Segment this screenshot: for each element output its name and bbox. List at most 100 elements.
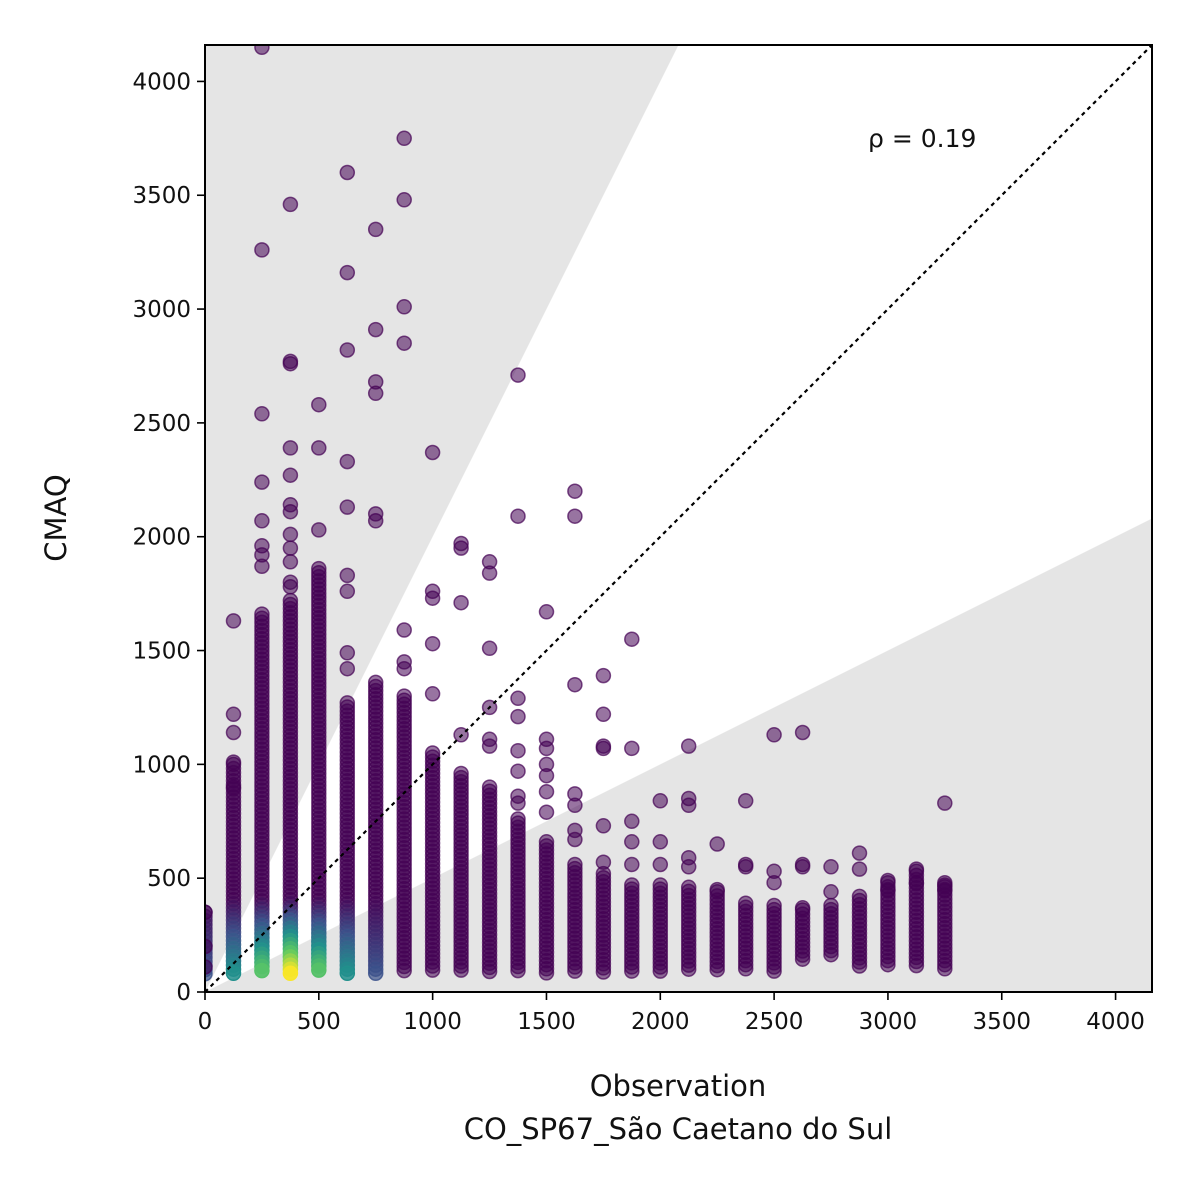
- scatter-point: [254, 45, 270, 56]
- scatter-point: [709, 961, 725, 978]
- scatter-point: [282, 503, 299, 520]
- scatter-point: [282, 965, 299, 982]
- x-tick-label: 2500: [745, 1009, 804, 1035]
- scatter-point: [367, 221, 384, 238]
- scatter-point: [538, 767, 555, 784]
- scatter-point: [396, 192, 412, 208]
- scatter-point: [737, 793, 754, 809]
- scatter-point: [908, 874, 925, 891]
- scatter-point: [339, 567, 356, 584]
- scatter-point: [339, 453, 356, 470]
- scatter-point: [396, 299, 412, 315]
- scatter-point: [339, 164, 356, 181]
- scatter-point: [510, 690, 526, 707]
- scatter-point: [737, 961, 754, 977]
- scatter-point: [254, 242, 270, 258]
- scatter-point: [510, 763, 526, 779]
- x-tick-label: 4000: [1086, 1009, 1145, 1035]
- scatter-point: [396, 962, 412, 979]
- scatter-point: [510, 742, 526, 759]
- scatter-point: [680, 738, 697, 754]
- scatter-point: [225, 613, 242, 629]
- scatter-point: [538, 740, 555, 757]
- scatter-point: [282, 579, 299, 595]
- scatter-point: [538, 804, 555, 820]
- scatter-point: [595, 740, 612, 757]
- x-axis-sublabel: CO_SP67_São Caetano do Sul: [464, 1112, 893, 1146]
- scatter-point: [396, 660, 412, 677]
- scatter-point: [396, 622, 412, 638]
- x-tick-label: 2000: [631, 1009, 690, 1035]
- scatter-point: [595, 706, 612, 723]
- scatter-point: [510, 367, 526, 383]
- scatter-point: [339, 499, 356, 515]
- scatter-point: [424, 962, 441, 978]
- scatter-point: [937, 881, 953, 898]
- scatter-point: [205, 938, 213, 955]
- scatter-point: [453, 594, 469, 611]
- scatter-point: [908, 861, 925, 877]
- scatter-point: [937, 961, 953, 977]
- scatter-point: [367, 385, 384, 402]
- scatter-point: [510, 708, 526, 725]
- scatter-point: [567, 797, 583, 814]
- scatter-point: [481, 565, 498, 581]
- scatter-point: [510, 795, 526, 811]
- x-axis-label: Observation: [590, 1069, 767, 1103]
- scatter-point: [282, 526, 299, 543]
- scatter-point: [339, 965, 356, 982]
- y-tick-label: 0: [176, 980, 191, 1006]
- scatter-point: [624, 631, 640, 647]
- y-axis-label: CMAQ: [39, 474, 73, 561]
- scatter-point: [680, 797, 697, 814]
- scatter-point: [624, 856, 640, 873]
- correlation-annotation: ρ = 0.19: [868, 124, 976, 153]
- scatter-point: [937, 795, 953, 811]
- scatter-point: [766, 963, 782, 979]
- scatter-point: [595, 964, 612, 980]
- x-axis-ticks: 0 500 1000 1500 2000 2500 3000 3500 4000: [198, 992, 1145, 1035]
- scatter-point: [652, 963, 669, 979]
- scatter-point: [624, 740, 640, 757]
- scatter-point: [652, 834, 669, 850]
- scatter-point: [282, 540, 299, 556]
- scatter-point: [396, 130, 412, 147]
- y-tick-label: 1000: [132, 752, 191, 778]
- scatter-point: [225, 724, 242, 741]
- scatter-point: [225, 779, 242, 795]
- y-tick-label: 3000: [132, 297, 191, 323]
- scatter-point: [367, 321, 384, 338]
- scatter-point: [282, 554, 299, 570]
- scatter-point: [339, 660, 356, 677]
- scatter-point: [595, 818, 612, 834]
- y-tick-label: 2000: [132, 525, 191, 551]
- scatter-point: [880, 956, 896, 973]
- scatter-point: [908, 957, 925, 974]
- scatter-point: [595, 854, 612, 870]
- scatter-point: [538, 783, 555, 800]
- scatter-point: [339, 645, 356, 661]
- scatter-point: [652, 856, 669, 873]
- plot-frame: [204, 44, 1153, 993]
- scatter-point: [624, 963, 640, 979]
- x-tick-label: 500: [297, 1009, 341, 1035]
- y-tick-label: 2500: [132, 411, 191, 437]
- scatter-point: [367, 965, 384, 982]
- scatter-point: [311, 522, 327, 538]
- scatter-point: [766, 874, 782, 891]
- scatter-point: [851, 845, 868, 861]
- scatter-point: [453, 962, 469, 978]
- scatter-point: [481, 640, 498, 657]
- scatter-point: [538, 965, 555, 981]
- x-tick-label: 3500: [972, 1009, 1031, 1035]
- y-tick-label: 500: [147, 866, 191, 892]
- x-tick-label: 0: [198, 1009, 213, 1035]
- scatter-point: [282, 440, 299, 456]
- scatter-point: [709, 881, 725, 898]
- scatter-point: [254, 513, 270, 529]
- scatter-point: [424, 635, 441, 652]
- scatter-point: [205, 904, 213, 921]
- scatter-point: [205, 959, 213, 975]
- scatter-point: [481, 738, 498, 754]
- scatter-point: [339, 583, 356, 600]
